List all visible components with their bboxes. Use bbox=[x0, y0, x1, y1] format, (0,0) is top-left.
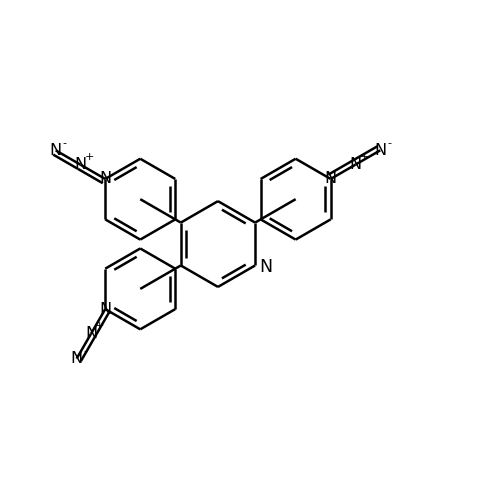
Text: N: N bbox=[374, 143, 386, 158]
Text: N: N bbox=[74, 157, 86, 172]
Text: N: N bbox=[99, 172, 112, 186]
Text: -: - bbox=[387, 138, 391, 148]
Text: N: N bbox=[50, 143, 62, 158]
Text: +: + bbox=[84, 152, 94, 162]
Text: N: N bbox=[324, 172, 336, 186]
Text: N: N bbox=[350, 157, 362, 172]
Text: N: N bbox=[70, 351, 83, 366]
Text: N: N bbox=[260, 258, 272, 276]
Text: +: + bbox=[360, 152, 369, 162]
Text: +: + bbox=[95, 321, 104, 331]
Text: -: - bbox=[62, 138, 66, 148]
Text: -: - bbox=[84, 346, 87, 356]
Text: N: N bbox=[99, 302, 112, 317]
Text: N: N bbox=[85, 326, 97, 341]
